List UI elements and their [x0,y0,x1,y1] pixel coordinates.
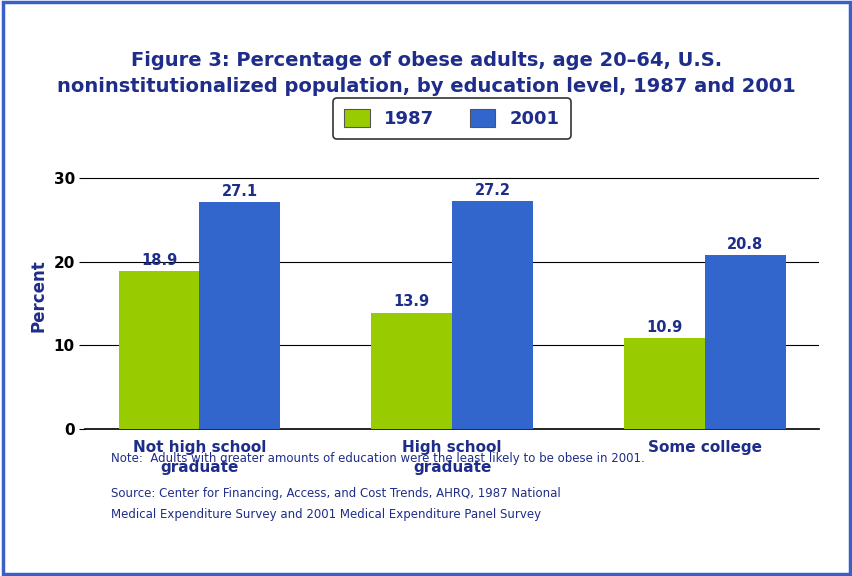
Text: 10.9: 10.9 [646,320,682,335]
Legend: 1987, 2001: 1987, 2001 [333,98,570,139]
Bar [704,255,785,429]
Text: 27.1: 27.1 [222,184,257,199]
Bar [452,202,532,429]
Text: Note:  Adults with greater amounts of education were the least likely to be obes: Note: Adults with greater amounts of edu… [111,452,644,465]
Text: Source: Center for Financing, Access, and Cost Trends, AHRQ, 1987 National: Source: Center for Financing, Access, an… [111,487,560,500]
Text: 20.8: 20.8 [726,237,763,252]
Bar [371,313,452,429]
Bar [118,271,199,429]
Y-axis label: Percent: Percent [30,259,48,332]
Bar [623,338,704,429]
Text: Figure 3: Percentage of obese adults, age 20–64, U.S.
noninstitutionalized popul: Figure 3: Percentage of obese adults, ag… [57,51,795,96]
Text: 18.9: 18.9 [141,253,177,268]
Text: Medical Expenditure Survey and 2001 Medical Expenditure Panel Survey: Medical Expenditure Survey and 2001 Medi… [111,508,540,521]
Text: 27.2: 27.2 [474,183,509,198]
Bar [199,202,280,429]
Text: 13.9: 13.9 [393,294,429,309]
